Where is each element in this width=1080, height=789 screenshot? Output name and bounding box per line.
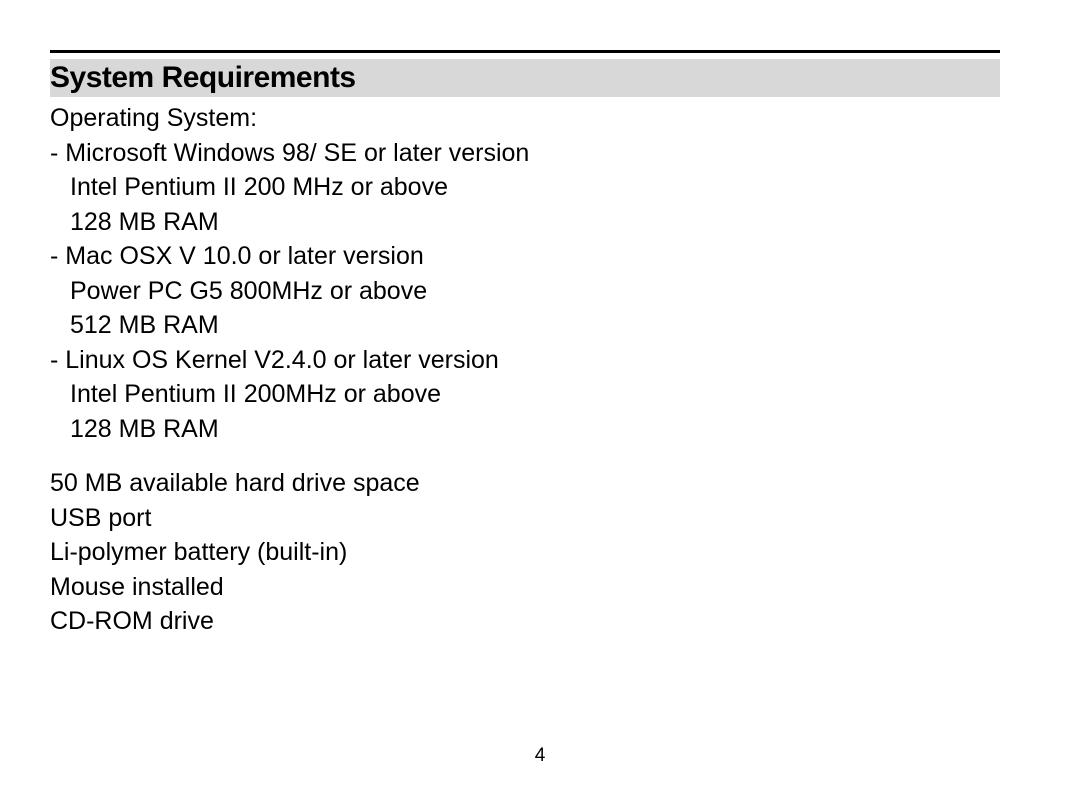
os-item-detail: Intel Pentium II 200 MHz or above [50,170,1000,205]
heading-bar: System Requirements [50,59,1000,97]
os-item: - Mac OSX V 10.0 or later version Power … [50,239,1000,343]
os-item-detail: 512 MB RAM [50,308,1000,343]
requirement-line: CD-ROM drive [50,604,1000,639]
os-item-detail: Power PC G5 800MHz or above [50,274,1000,309]
requirement-line: 50 MB available hard drive space [50,466,1000,501]
requirement-line: Li-polymer battery (built-in) [50,535,1000,570]
os-item: - Microsoft Windows 98/ SE or later vers… [50,136,1000,240]
page-heading: System Requirements [50,61,996,95]
top-horizontal-rule [50,50,1000,53]
os-item-detail: Intel Pentium II 200MHz or above [50,377,1000,412]
os-item-detail: 128 MB RAM [50,412,1000,447]
os-item-title: - Microsoft Windows 98/ SE or later vers… [50,136,1000,171]
os-item-detail: 128 MB RAM [50,205,1000,240]
additional-requirements: 50 MB available hard drive space USB por… [50,466,1000,639]
os-item: - Linux OS Kernel V2.4.0 or later versio… [50,343,1000,447]
os-section-label: Operating System: [50,101,1000,136]
content-body: Operating System: - Microsoft Windows 98… [50,101,1000,639]
requirement-line: USB port [50,501,1000,536]
page-number: 4 [0,745,1080,767]
requirement-line: Mouse installed [50,570,1000,605]
os-item-title: - Linux OS Kernel V2.4.0 or later versio… [50,343,1000,378]
os-item-title: - Mac OSX V 10.0 or later version [50,239,1000,274]
